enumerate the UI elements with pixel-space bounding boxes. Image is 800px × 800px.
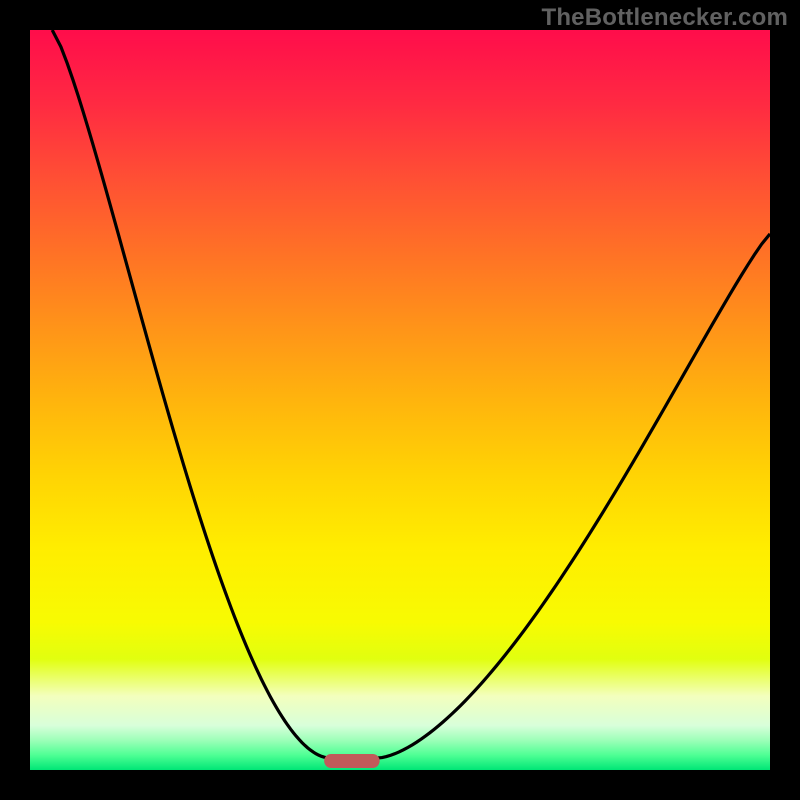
plot-background [30, 30, 770, 770]
chart-container: TheBottlenecker.com [0, 0, 800, 800]
bottleneck-marker [324, 754, 380, 768]
bottleneck-chart [0, 0, 800, 800]
watermark-text: TheBottlenecker.com [541, 4, 788, 32]
